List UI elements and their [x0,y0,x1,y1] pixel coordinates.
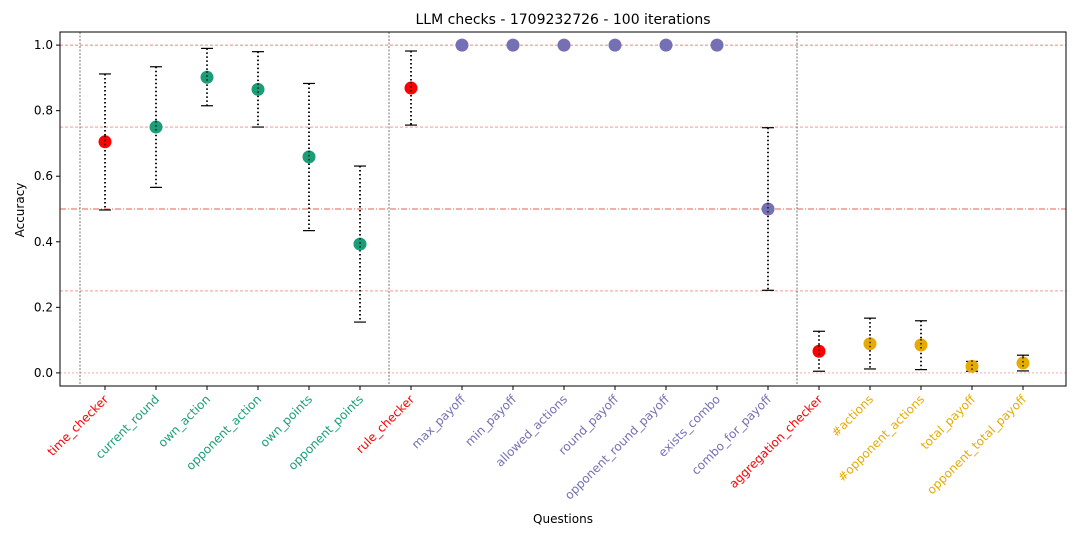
chart-title: LLM checks - 1709232726 - 100 iterations [416,12,711,28]
plot-frame [59,31,1067,387]
y-axis-label: Accuracy [13,183,27,238]
data-point [1016,356,1030,370]
data-point [710,38,724,52]
x-tick-label: opponent_total_payoff [924,392,1029,497]
data-point [455,38,469,52]
data-point [353,237,367,251]
data-point [302,150,316,164]
data-point [812,344,826,358]
y-tick-label: 0.6 [34,169,53,183]
data-point [98,135,112,149]
y-tick-label: 0.0 [34,366,53,380]
y-tick-label: 0.8 [34,104,53,118]
data-point [608,38,622,52]
x-tick-label: #actions [829,392,877,440]
data-point [200,70,214,84]
y-tick-label: 1.0 [34,38,53,52]
data-point [251,82,265,96]
data-point [149,120,163,134]
x-tick-label: opponent_round_payoff [562,392,673,503]
x-axis-label: Questions [533,512,593,526]
data-point [506,38,520,52]
data-point [761,202,775,216]
x-tick-label: aggregation_checker [726,392,825,491]
data-point [863,337,877,351]
data-point [557,38,571,52]
plot-area: 0.00.20.40.60.81.0time_checkercurrent_ro… [34,31,1067,503]
x-tick-label: #opponent_actions [835,392,927,484]
data-point [659,38,673,52]
data-point [914,338,928,352]
y-tick-label: 0.4 [34,235,53,249]
data-point [965,359,979,373]
x-tick-label: max_payoff [409,392,469,452]
y-tick-label: 0.2 [34,300,53,314]
data-point [404,81,418,95]
